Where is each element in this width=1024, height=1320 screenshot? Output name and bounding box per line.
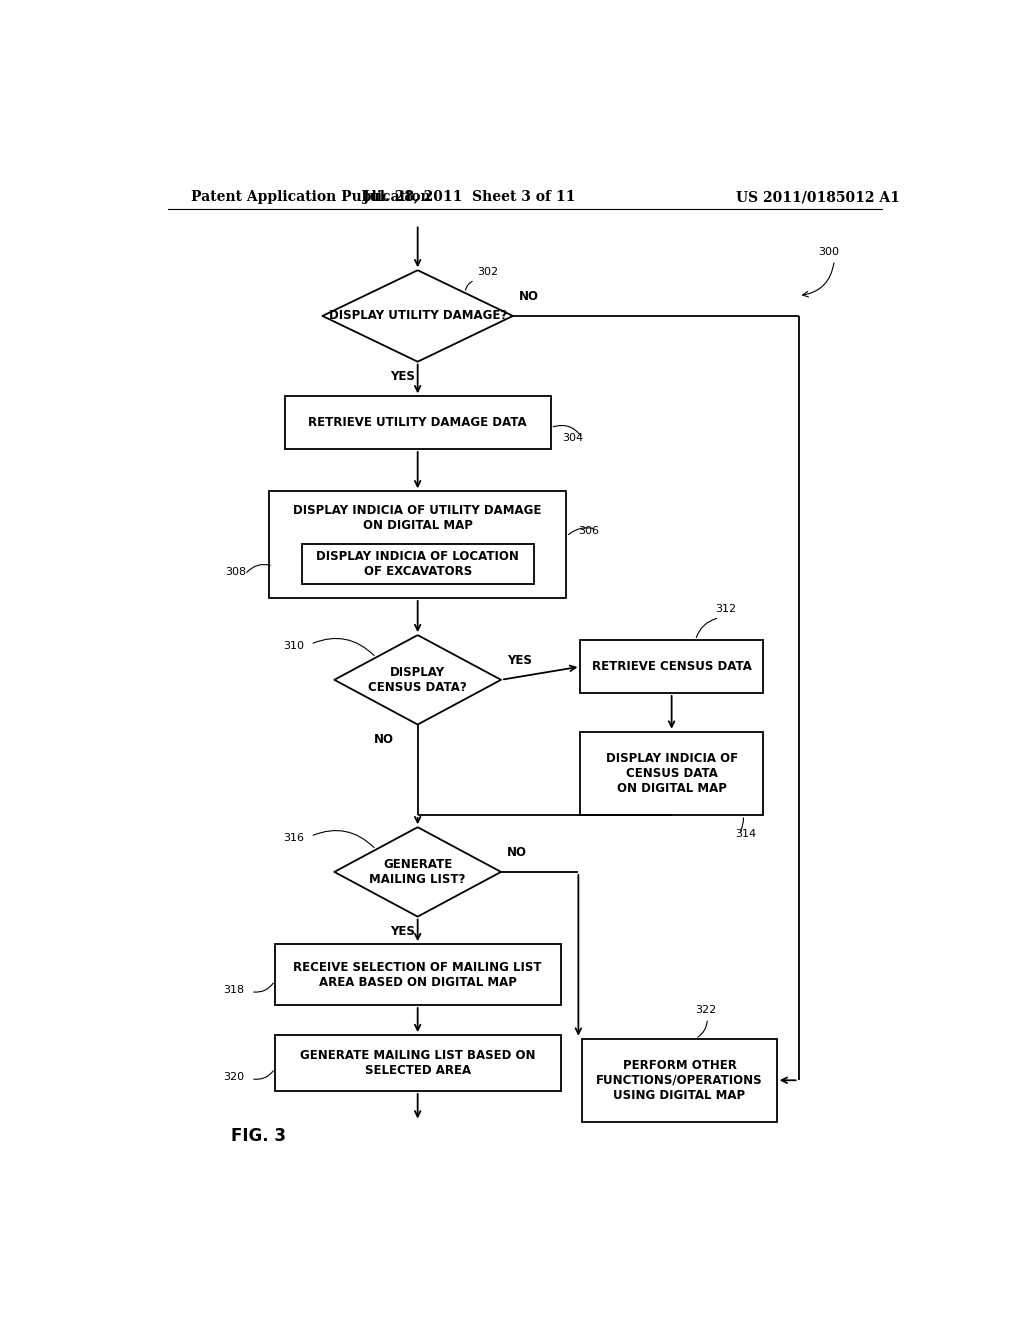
Text: YES: YES — [390, 925, 415, 939]
Text: GENERATE
MAILING LIST?: GENERATE MAILING LIST? — [370, 858, 466, 886]
Text: US 2011/0185012 A1: US 2011/0185012 A1 — [736, 190, 900, 205]
Text: NO: NO — [507, 846, 527, 858]
Text: 322: 322 — [695, 1006, 717, 1015]
Text: DISPLAY UTILITY DAMAGE?: DISPLAY UTILITY DAMAGE? — [329, 309, 507, 322]
Text: NO: NO — [374, 733, 394, 746]
Text: PERFORM OTHER
FUNCTIONS/OPERATIONS
USING DIGITAL MAP: PERFORM OTHER FUNCTIONS/OPERATIONS USING… — [596, 1059, 763, 1102]
Text: Patent Application Publication: Patent Application Publication — [191, 190, 431, 205]
Bar — [581, 731, 763, 814]
Text: 320: 320 — [223, 1072, 245, 1082]
Text: 302: 302 — [477, 267, 499, 277]
Text: 300: 300 — [818, 247, 840, 257]
Text: DISPLAY
CENSUS DATA?: DISPLAY CENSUS DATA? — [369, 665, 467, 694]
Bar — [285, 396, 551, 449]
Bar — [274, 944, 560, 1005]
Text: 306: 306 — [579, 527, 599, 536]
Text: GENERATE MAILING LIST BASED ON
SELECTED AREA: GENERATE MAILING LIST BASED ON SELECTED … — [300, 1049, 536, 1077]
Text: YES: YES — [390, 370, 415, 383]
Bar — [581, 640, 763, 693]
Bar — [274, 1035, 560, 1090]
Text: 314: 314 — [735, 829, 757, 840]
Text: YES: YES — [507, 653, 532, 667]
Text: 318: 318 — [223, 985, 245, 995]
Bar — [583, 1039, 777, 1122]
Text: FIG. 3: FIG. 3 — [231, 1127, 286, 1146]
Text: NO: NO — [519, 289, 540, 302]
Text: 312: 312 — [716, 603, 736, 614]
Text: DISPLAY INDICIA OF
CENSUS DATA
ON DIGITAL MAP: DISPLAY INDICIA OF CENSUS DATA ON DIGITA… — [605, 752, 737, 795]
Bar — [269, 491, 566, 598]
Text: RETRIEVE CENSUS DATA: RETRIEVE CENSUS DATA — [592, 660, 752, 673]
Text: RECEIVE SELECTION OF MAILING LIST
AREA BASED ON DIGITAL MAP: RECEIVE SELECTION OF MAILING LIST AREA B… — [294, 961, 542, 989]
Text: 308: 308 — [225, 566, 247, 577]
Text: 310: 310 — [283, 642, 304, 651]
Text: 304: 304 — [562, 433, 584, 444]
Text: RETRIEVE UTILITY DAMAGE DATA: RETRIEVE UTILITY DAMAGE DATA — [308, 416, 527, 429]
Text: DISPLAY INDICIA OF LOCATION
OF EXCAVATORS: DISPLAY INDICIA OF LOCATION OF EXCAVATOR… — [316, 550, 519, 578]
Bar — [302, 544, 534, 585]
Text: Jul. 28, 2011  Sheet 3 of 11: Jul. 28, 2011 Sheet 3 of 11 — [364, 190, 575, 205]
Text: DISPLAY INDICIA OF UTILITY DAMAGE
ON DIGITAL MAP: DISPLAY INDICIA OF UTILITY DAMAGE ON DIG… — [294, 504, 542, 532]
Text: 316: 316 — [283, 833, 304, 843]
